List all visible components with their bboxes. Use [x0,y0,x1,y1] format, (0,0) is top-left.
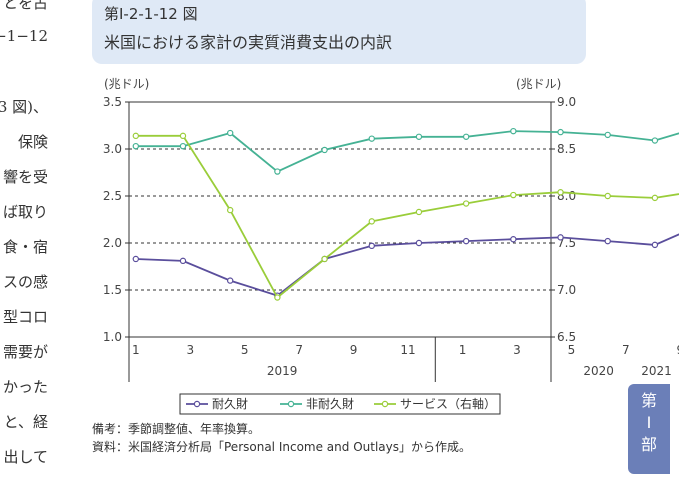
data-point [321,255,328,263]
data-point [651,137,659,144]
left-y-tick-label: 1.5 [103,283,122,297]
right-y-tick-label: 6.5 [557,330,576,344]
x-tick-label: 1 [132,343,140,357]
right-y-tick-label: 8.5 [557,142,576,156]
body-line: −1−12 [0,27,48,45]
body-text-fragment: とを占 −1−12 3 図)、 保険 響を受 ば取り 食・宿 スの感 型コロ 需… [0,0,52,478]
series-line [135,134,679,299]
left-y-tick-label: 3.5 [103,95,122,109]
data-point [226,129,234,137]
data-point [651,194,659,202]
body-line: 3 図)、 [0,98,48,116]
data-point [557,128,564,136]
year-label: 2020 [583,364,614,378]
body-line: 保険 [17,133,48,151]
left-y-tick-label: 1.0 [103,330,122,344]
data-point [415,239,423,247]
legend-box [179,393,501,415]
left-y-tick-label: 3.0 [103,142,122,156]
data-point [226,277,234,284]
data-point [604,192,611,200]
left-axis-unit: (兆ドル) [104,77,150,91]
legend-label: 耐久財 [212,396,248,411]
data-point [179,142,187,150]
body-line: 需要が [2,343,48,361]
data-point [368,135,375,142]
body-line: スの感 [2,273,48,291]
year-label: 2021 [641,364,672,378]
data-point [462,200,470,207]
part-tab-char: 第 [640,391,657,410]
x-tick-label: 7 [295,343,303,357]
x-tick-label: 3 [513,343,521,357]
legend-marker [287,400,295,408]
right-axis-unit: (兆ドル) [516,77,562,91]
x-tick-label: 1 [459,343,467,357]
source-text: 資料：米国経済分析局「Personal Income and Outlays」か… [92,440,471,454]
data-point [132,142,140,150]
x-tick-label: 9 [350,343,358,357]
plot-frame [128,101,552,338]
data-point [179,257,187,265]
body-line: 型コロ [2,308,48,326]
data-point [462,237,470,245]
data-point [604,237,611,245]
data-point [132,132,140,140]
series-line [135,233,679,297]
data-point [557,189,564,196]
series-line [135,130,679,173]
legend-label: 非耐久財 [306,396,354,411]
legend-marker [381,400,389,408]
x-tick-label: 9 [677,343,679,357]
body-line: 響を受 [2,168,48,186]
part-tab-char: 部 [640,435,657,454]
data-point [510,236,517,243]
note-text: 備考：季節調整値、年率換算。 [92,422,261,436]
data-point [132,255,140,263]
data-point [274,294,281,301]
data-point [179,132,187,140]
right-y-tick-label: 7.0 [557,283,576,297]
x-tick-label: 5 [568,343,576,357]
data-point [604,131,611,139]
right-y-tick-label: 9.0 [557,95,576,109]
legend-label: サービス（右軸） [400,396,496,411]
legend-marker [193,400,201,408]
data-point [368,242,375,250]
x-tick-label: 11 [400,343,415,357]
data-point [368,218,375,225]
figure-title: 米国における家計の実質消費支出の内訳 [104,33,393,52]
data-point [510,191,517,199]
body-line: 出して [3,448,48,466]
data-point [557,234,564,241]
figure-title-box: 第Ⅰ-2-1-12 図 米国における家計の実質消費支出の内訳 [92,0,586,64]
data-point [321,146,328,154]
body-line: と、経 [3,413,48,431]
left-y-tick-label: 2.5 [103,189,122,203]
x-tick-label: 5 [241,343,249,357]
data-point [415,208,423,216]
x-tick-label: 3 [186,343,194,357]
data-point [462,133,470,140]
x-tick-label: 7 [622,343,630,357]
data-point [226,206,234,214]
data-point [415,133,423,140]
body-line: 食・宿 [2,238,48,256]
body-line: ば取り [2,203,48,221]
left-y-tick-label: 2.0 [103,236,122,250]
data-point [510,127,517,135]
part-tab[interactable]: 第 Ⅰ 部 [628,384,670,474]
part-tab-char: Ⅰ [646,413,652,432]
body-line: とを占 [2,0,48,12]
body-line: かった [2,378,48,396]
figure-number: 第Ⅰ-2-1-12 図 [104,5,198,23]
data-point [274,168,281,175]
year-label: 2019 [267,364,298,378]
data-point [651,241,659,249]
